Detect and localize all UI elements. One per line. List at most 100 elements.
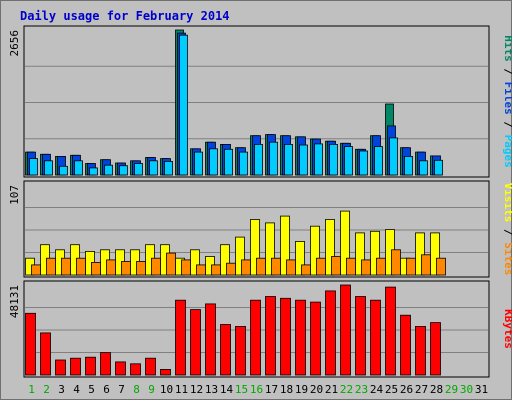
- x-tick-22: 22: [340, 383, 353, 396]
- bar-sites-20: [316, 257, 326, 276]
- x-tick-18: 18: [280, 383, 293, 396]
- bar-visits-20: [310, 225, 320, 276]
- x-tick-12: 12: [190, 383, 203, 396]
- bar-pages-11: [179, 34, 188, 176]
- bar-pages-24: [374, 146, 383, 176]
- x-tick-9: 9: [148, 383, 155, 396]
- bar-sites-7: [121, 261, 131, 276]
- bar-pages-20: [314, 143, 323, 176]
- bar-sites-21: [331, 256, 341, 276]
- bar-pages-3: [59, 165, 68, 176]
- bar-pages-26: [404, 155, 413, 176]
- bar-pages-22: [344, 146, 353, 176]
- x-tick-3: 3: [58, 383, 65, 396]
- bar-sites-2: [46, 257, 56, 276]
- panel-traffic: 2656 Hits / Files / Pages: [8, 25, 512, 178]
- bar-sites-12: [196, 264, 206, 276]
- bar-visits-23: [355, 232, 365, 276]
- bar-pages-15: [239, 151, 248, 176]
- bar-sites-14: [226, 262, 236, 276]
- x-tick-25: 25: [385, 383, 398, 396]
- bar-sites-25: [391, 249, 401, 276]
- bar-pages-18: [284, 143, 293, 176]
- bar-visits-27: [415, 232, 425, 276]
- bar-kbytes-13: [205, 303, 216, 376]
- x-tick-8: 8: [133, 383, 140, 396]
- bar-visits-24: [370, 230, 380, 276]
- panel-visits-max-label: 107: [8, 185, 21, 205]
- bar-sites-1: [31, 264, 41, 276]
- bar-kbytes-15: [235, 325, 246, 376]
- bar-sites-8: [136, 261, 146, 276]
- bar-kbytes-28: [430, 322, 441, 376]
- bar-pages-8: [134, 163, 143, 176]
- bar-kbytes-26: [400, 314, 411, 376]
- bar-kbytes-6: [100, 352, 111, 376]
- bar-pages-17: [269, 141, 278, 176]
- bar-pages-1: [29, 158, 38, 176]
- bar-sites-19: [301, 264, 311, 276]
- legend-hits: Hits: [502, 35, 512, 62]
- bar-visits-15: [235, 236, 245, 276]
- panel-kbytes-legend: KBytes: [502, 309, 512, 349]
- bar-visits-19: [295, 240, 305, 276]
- bar-sites-6: [106, 259, 116, 276]
- bar-pages-13: [209, 148, 218, 176]
- bar-sites-15: [241, 259, 251, 276]
- bar-sites-9: [151, 257, 161, 276]
- bar-sites-16: [256, 257, 266, 276]
- legend-separator: /: [502, 115, 512, 135]
- bar-pages-4: [74, 160, 83, 176]
- bar-sites-27: [421, 254, 431, 276]
- chart-title: Daily usage for February 2014: [20, 9, 230, 23]
- bar-kbytes-21: [325, 290, 336, 376]
- x-tick-10: 10: [160, 383, 173, 396]
- bar-pages-27: [419, 160, 428, 176]
- x-tick-27: 27: [415, 383, 428, 396]
- x-tick-13: 13: [205, 383, 218, 396]
- bar-pages-7: [119, 165, 128, 176]
- bar-pages-12: [194, 151, 203, 176]
- bar-sites-22: [346, 257, 356, 276]
- bar-sites-28: [436, 257, 446, 276]
- x-tick-31: 31: [475, 383, 488, 396]
- bar-kbytes-4: [70, 357, 81, 376]
- bar-pages-28: [434, 159, 443, 176]
- bar-visits-16: [250, 219, 260, 276]
- x-tick-23: 23: [355, 383, 368, 396]
- x-tick-6: 6: [103, 383, 110, 396]
- panel-traffic-legend: Hits / Files / Pages: [502, 35, 512, 168]
- panel-visits-legend: Visits / Sites: [502, 183, 512, 276]
- x-tick-1: 1: [28, 383, 35, 396]
- x-tick-16: 16: [250, 383, 263, 396]
- x-tick-11: 11: [175, 383, 188, 396]
- bar-pages-23: [359, 150, 368, 176]
- x-tick-29: 29: [445, 383, 458, 396]
- x-tick-24: 24: [370, 383, 384, 396]
- bar-visits-28: [430, 232, 440, 276]
- x-tick-28: 28: [430, 383, 443, 396]
- x-tick-21: 21: [325, 383, 338, 396]
- bar-pages-14: [224, 148, 233, 176]
- panel-kbytes: 48131 KBytes: [8, 280, 512, 378]
- bar-kbytes-20: [310, 301, 321, 376]
- bar-visits-22: [340, 210, 350, 276]
- legend-separator: /: [502, 62, 512, 82]
- bar-pages-21: [329, 143, 338, 176]
- chart-panels: 2656 Hits / Files / Pages 107 Visits / Site…: [8, 25, 512, 378]
- bar-kbytes-9: [145, 357, 156, 376]
- bar-sites-26: [406, 257, 416, 276]
- x-tick-17: 17: [265, 383, 278, 396]
- x-tick-26: 26: [400, 383, 413, 396]
- bar-kbytes-3: [55, 359, 66, 376]
- x-tick-7: 7: [118, 383, 125, 396]
- bar-pages-6: [104, 164, 113, 176]
- series-pages: [29, 34, 443, 176]
- legend-separator: /: [502, 222, 512, 242]
- x-tick-labels: 1 2 3 4 5 6 7 8 9 10 11 12 13 14 15 16 17 18 19 20 21 22 23 24 2…: [28, 383, 488, 396]
- bar-kbytes-25: [385, 286, 396, 376]
- x-tick-19: 19: [295, 383, 308, 396]
- x-tick-30: 30: [460, 383, 473, 396]
- series-sites: [31, 249, 446, 276]
- bar-kbytes-18: [280, 297, 291, 376]
